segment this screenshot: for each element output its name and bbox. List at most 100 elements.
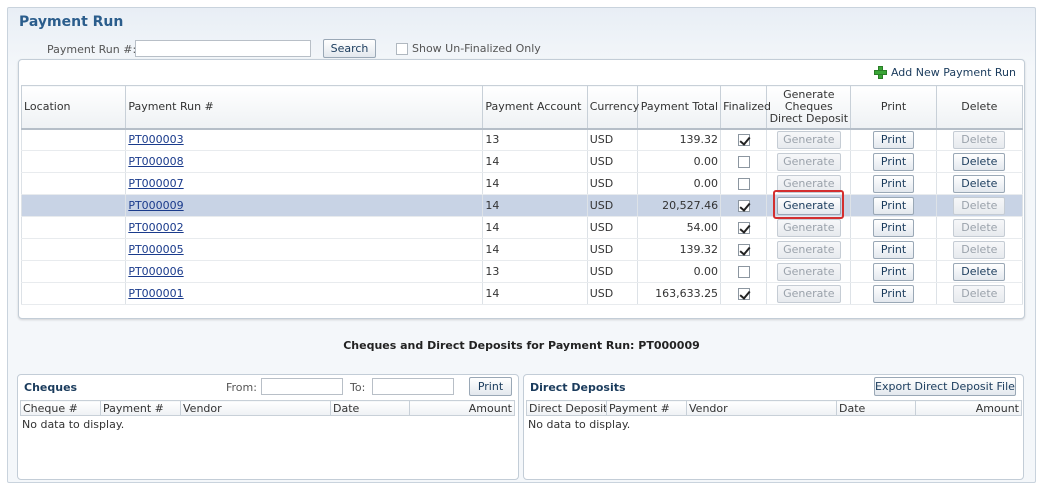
col-delete[interactable]: Delete — [935, 85, 1024, 130]
generate-button[interactable]: Generate — [776, 130, 841, 149]
cell-payment-total: 139.32 — [636, 238, 722, 261]
cheques-col-date[interactable]: Date — [330, 400, 410, 416]
add-payment-run-button[interactable]: Add New Payment Run — [873, 66, 1016, 79]
generate-button[interactable]: Generate — [776, 196, 841, 215]
print-button[interactable]: Print — [873, 152, 915, 171]
print-button[interactable]: Print — [873, 174, 915, 193]
delete-button[interactable]: Delete — [953, 284, 1006, 303]
search-button[interactable]: Search — [323, 39, 376, 58]
finalized-checkbox[interactable] — [737, 288, 750, 300]
export-direct-deposit-button[interactable]: Export Direct Deposit File — [874, 377, 1016, 396]
show-unfinalized-checkbox[interactable] — [396, 43, 408, 55]
cheques-print-button[interactable]: Print — [469, 377, 512, 396]
cell-currency: USD — [586, 282, 638, 305]
cell-payment-account: 14 — [482, 150, 588, 173]
show-unfinalized-toggle[interactable]: Show Un-Finalized Only — [396, 42, 541, 55]
table-row[interactable]: PT000002 14 USD 54.00 Generate Print Delete — [20, 216, 1024, 239]
payment-run-link[interactable]: PT000009 — [128, 199, 184, 212]
finalized-checkbox[interactable] — [737, 134, 750, 147]
finalized-checkbox[interactable] — [737, 156, 750, 168]
deposits-col-payment[interactable]: Payment # — [606, 400, 687, 416]
finalized-checkbox[interactable] — [737, 200, 750, 212]
table-header-row: Location Payment Run # Payment Account C… — [20, 85, 1024, 130]
cell-payment-total: 0.00 — [636, 150, 722, 173]
generate-button[interactable]: Generate — [776, 262, 841, 281]
finalized-checkbox[interactable] — [737, 266, 750, 278]
delete-button[interactable]: Delete — [953, 218, 1006, 237]
print-button[interactable]: Print — [873, 284, 915, 303]
print-button[interactable]: Print — [873, 240, 915, 259]
payment-run-link[interactable]: PT000003 — [128, 133, 184, 147]
delete-button[interactable]: Delete — [953, 174, 1006, 193]
deposits-title: Direct Deposits — [530, 381, 626, 394]
col-payment-run[interactable]: Payment Run # — [125, 85, 484, 130]
cheques-empty-message: No data to display. — [22, 418, 125, 431]
payment-run-link[interactable]: PT000006 — [128, 265, 184, 278]
generate-button[interactable]: Generate — [776, 218, 841, 237]
cheques-panel: Cheques From: To: Print Cheque # Payment… — [17, 374, 519, 480]
generate-button[interactable]: Generate — [776, 152, 841, 171]
delete-button[interactable]: Delete — [953, 130, 1006, 149]
print-button[interactable]: Print — [873, 218, 915, 237]
col-currency[interactable]: Currency — [586, 85, 639, 130]
deposits-col-direct-deposit[interactable]: Direct Deposit — [526, 400, 607, 416]
delete-button[interactable]: Delete — [953, 152, 1006, 171]
payment-run-link[interactable]: PT000005 — [128, 243, 184, 256]
show-unfinalized-label: Show Un-Finalized Only — [412, 42, 541, 55]
payment-run-search-input[interactable] — [135, 40, 311, 57]
delete-button[interactable]: Delete — [953, 240, 1006, 259]
cell-payment-total: 163,633.25 — [636, 282, 722, 305]
cheques-title: Cheques — [24, 381, 78, 394]
deposits-col-amount[interactable]: Amount — [915, 400, 1022, 416]
deposits-empty-message: No data to display. — [528, 418, 631, 431]
search-label: Payment Run #: — [47, 43, 137, 56]
payment-run-link[interactable]: PT000002 — [128, 221, 184, 234]
delete-button[interactable]: Delete — [953, 262, 1006, 281]
finalized-checkbox[interactable] — [737, 222, 750, 234]
delete-button[interactable]: Delete — [953, 196, 1006, 215]
payment-run-link[interactable]: PT000008 — [128, 155, 184, 168]
cheques-col-vendor[interactable]: Vendor — [180, 400, 331, 416]
generate-button[interactable]: Generate — [776, 284, 841, 303]
cell-payment-total: 0.00 — [636, 260, 722, 283]
print-button[interactable]: Print — [873, 196, 915, 215]
col-payment-total[interactable]: Payment Total — [636, 85, 722, 130]
cell-payment-account: 13 — [482, 260, 588, 283]
cell-currency: USD — [586, 238, 638, 261]
finalized-checkbox[interactable] — [737, 244, 750, 256]
table-row[interactable]: PT000003 13 USD 139.32 Generate Print Delete — [20, 128, 1024, 151]
generate-button[interactable]: Generate — [776, 240, 841, 259]
cheques-col-payment[interactable]: Payment # — [100, 400, 181, 416]
deposits-col-vendor[interactable]: Vendor — [686, 400, 837, 416]
cheques-col-cheque[interactable]: Cheque # — [20, 400, 101, 416]
payment-run-link[interactable]: PT000007 — [128, 177, 184, 190]
col-print[interactable]: Print — [850, 85, 937, 130]
col-finalized[interactable]: Finalized — [720, 85, 771, 130]
cell-location — [20, 260, 127, 283]
deposits-col-date[interactable]: Date — [836, 400, 916, 416]
cell-location — [20, 172, 127, 195]
finalized-checkbox[interactable] — [737, 178, 750, 190]
cell-currency: USD — [586, 216, 638, 239]
table-row[interactable]: PT000008 14 USD 0.00 Generate Print Delete — [20, 150, 1024, 173]
cheques-col-amount[interactable]: Amount — [409, 400, 515, 416]
table-row[interactable]: PT000007 14 USD 0.00 Generate Print Delete — [20, 172, 1024, 195]
generate-button[interactable]: Generate — [776, 174, 841, 193]
table-row[interactable]: PT000006 13 USD 0.00 Generate Print Delete — [20, 260, 1024, 283]
print-button[interactable]: Print — [873, 262, 915, 281]
col-payment-account[interactable]: Payment Account — [482, 85, 588, 130]
table-row[interactable]: PT000009 14 USD 20,527.46 Generate Print Delet… — [20, 194, 1024, 217]
from-input[interactable] — [261, 378, 343, 395]
deposits-header-row: Direct Deposit Payment # Vendor Date Amo… — [526, 400, 1022, 416]
col-location[interactable]: Location — [20, 85, 127, 130]
to-input[interactable] — [372, 378, 454, 395]
cell-payment-account: 14 — [482, 282, 588, 305]
table-row[interactable]: PT000001 14 USD 163,633.25 Generate Print Dele… — [20, 282, 1024, 305]
col-generate[interactable]: Generate Cheques Direct Deposit — [766, 85, 852, 130]
payment-runs-panel: Add New Payment Run Location Payment Run… — [18, 59, 1025, 319]
cell-currency: USD — [586, 194, 638, 217]
table-row[interactable]: PT000005 14 USD 139.32 Generate Print Delete — [20, 238, 1024, 261]
payment-run-link[interactable]: PT000001 — [128, 287, 184, 300]
cell-currency: USD — [586, 128, 638, 151]
print-button[interactable]: Print — [873, 130, 915, 149]
